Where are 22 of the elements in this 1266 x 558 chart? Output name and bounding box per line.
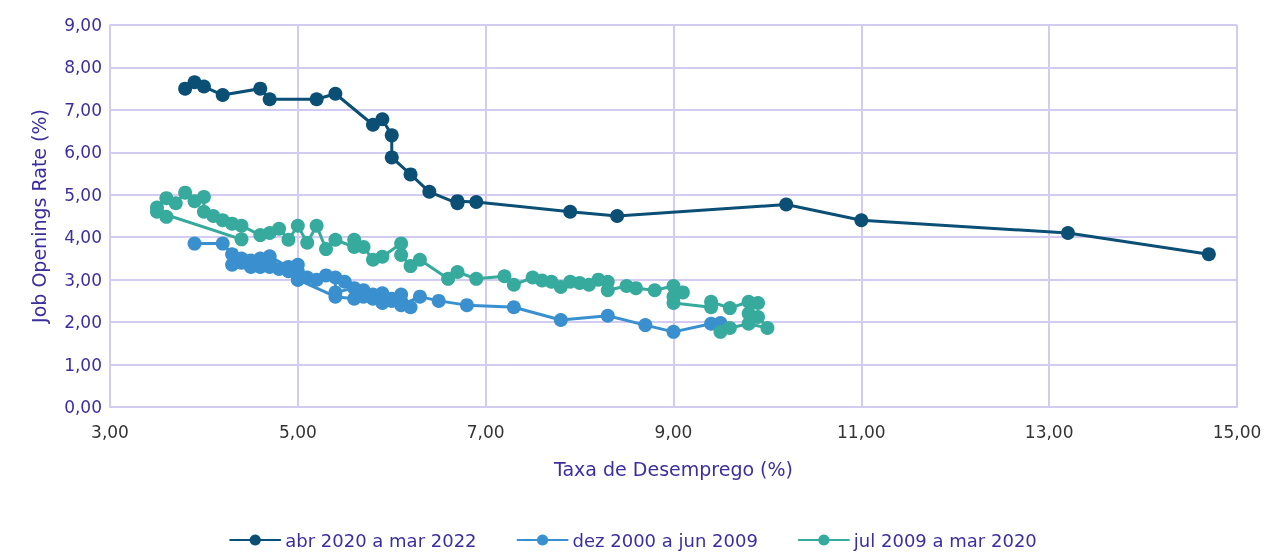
x-tick-label: 9,00	[654, 421, 693, 442]
x-tick-label: 7,00	[466, 421, 505, 442]
y-tick-label: 4,00	[64, 227, 102, 248]
y-tick-label: 6,00	[64, 142, 102, 163]
x-tick-label: 13,00	[1024, 421, 1074, 442]
y-tick-label: 3,00	[64, 269, 102, 290]
legend-label: jul 2009 a mar 2020	[852, 529, 1037, 551]
x-tick-label: 15,00	[1212, 421, 1262, 442]
legend-label: abr 2020 a mar 2022	[285, 529, 477, 551]
y-tick-label: 9,00	[64, 15, 102, 35]
legend-label: dez 2000 a jun 2009	[572, 529, 758, 551]
x-tick-label: 11,00	[837, 421, 886, 442]
x-tick-label: 3,00	[91, 421, 129, 442]
y-tick-label: 2,00	[64, 312, 102, 333]
x-tick-label: 5,00	[278, 421, 317, 442]
y-axis-title: Job Openings Rate (%)	[27, 109, 50, 324]
y-tick-label: 5,00	[64, 184, 102, 205]
x-axis-title: Taxa de Desemprego (%)	[553, 457, 793, 480]
y-tick-label: 7,00	[64, 99, 102, 120]
y-tick-label: 8,00	[64, 57, 102, 78]
y-tick-label: 1,00	[64, 354, 102, 375]
y-tick-label: 0,00	[64, 397, 102, 417]
